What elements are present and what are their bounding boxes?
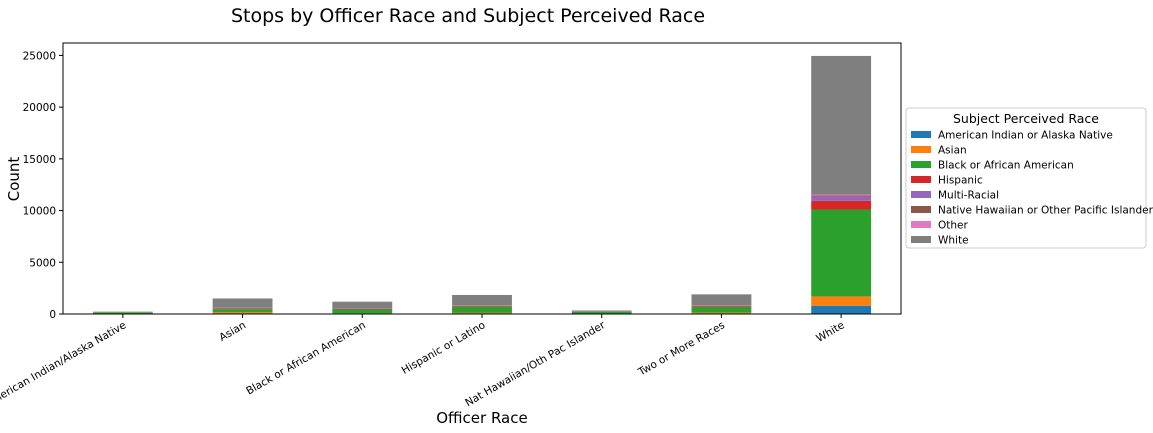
legend-label: Asian [938, 144, 967, 156]
y-tick-label: 25000 [23, 50, 56, 62]
x-axis: American Indian/Alaska Native AsianBlack … [0, 314, 847, 410]
x-axis-title: Officer Race [436, 409, 527, 427]
x-tick-label: Asian [217, 319, 248, 344]
y-tick-label: 0 [49, 309, 56, 321]
legend-title: Subject Perceived Race [953, 111, 1099, 126]
y-axis-title: Count [5, 157, 23, 202]
bar-segment [811, 55, 872, 195]
bar-segment [571, 310, 632, 312]
legend-label: American Indian or Alaska Native [938, 129, 1113, 141]
y-tick-label: 20000 [23, 102, 56, 114]
bar-segment [452, 306, 512, 313]
y-tick-label: 15000 [23, 154, 56, 166]
bar-segment [332, 301, 393, 309]
bar-segment [811, 305, 872, 314]
bar-segment [811, 209, 872, 297]
legend-label: Hispanic [938, 174, 983, 186]
legend-label: White [938, 234, 969, 246]
legend: Subject Perceived Race American Indian o… [905, 107, 1153, 249]
bar-segment [811, 296, 872, 306]
legend-swatch [911, 191, 931, 198]
bar-segment [811, 196, 872, 201]
bar-segment [452, 306, 512, 307]
bar-segment [452, 294, 512, 306]
legend-swatch [911, 236, 931, 243]
bar-segment [811, 195, 872, 197]
legend-swatch [911, 221, 931, 228]
bar-segment [92, 311, 153, 313]
x-tick-label: American Indian/Alaska Native [0, 319, 128, 410]
legend-swatch [911, 161, 931, 168]
legend-label: Black or African American [938, 159, 1074, 171]
bar-segment [811, 200, 872, 210]
bar-segment [212, 298, 273, 308]
bars-layer [92, 55, 872, 314]
bar-segment [332, 309, 393, 314]
y-tick-label: 10000 [23, 206, 56, 218]
bar-segment [92, 312, 153, 314]
legend-swatch [911, 176, 931, 183]
y-tick-label: 5000 [29, 257, 56, 269]
bar-segment [811, 194, 872, 196]
x-tick-label: Hispanic or Latino [400, 319, 488, 377]
chart-title: Stops by Officer Race and Subject Percei… [231, 5, 705, 27]
bar-segment [691, 306, 752, 313]
bar-segment [332, 308, 393, 310]
legend-frame [905, 107, 1147, 249]
legend-label: Other [938, 219, 968, 231]
x-tick-label: White [814, 319, 846, 345]
bar-segment [691, 305, 752, 306]
legend-label: Native Hawaiian or Other Pacific Islande… [938, 204, 1153, 216]
bar-segment [212, 312, 273, 314]
bar-segment [212, 308, 273, 309]
legend-swatch [911, 131, 931, 138]
bar-segment [691, 312, 752, 314]
legend-items: American Indian or Alaska Native Asian Bla… [911, 129, 1153, 246]
legend-label: Multi-Racial [938, 189, 999, 201]
y-axis: 0 5000 10000 15000 20000 25000 [23, 50, 63, 321]
legend-swatch [911, 146, 931, 153]
bar-segment [571, 311, 632, 314]
x-tick-label: Nat Hawaiian/Oth Pac Islander [463, 319, 608, 409]
legend-swatch [911, 206, 931, 213]
bar-segment [691, 306, 752, 307]
plot-frame [62, 42, 902, 315]
bar-segment [452, 312, 512, 314]
bar-segment [212, 309, 273, 313]
x-tick-label: Two or More Races [635, 319, 726, 379]
bar-segment [691, 294, 752, 305]
x-tick-label: Black or African American [244, 319, 368, 397]
